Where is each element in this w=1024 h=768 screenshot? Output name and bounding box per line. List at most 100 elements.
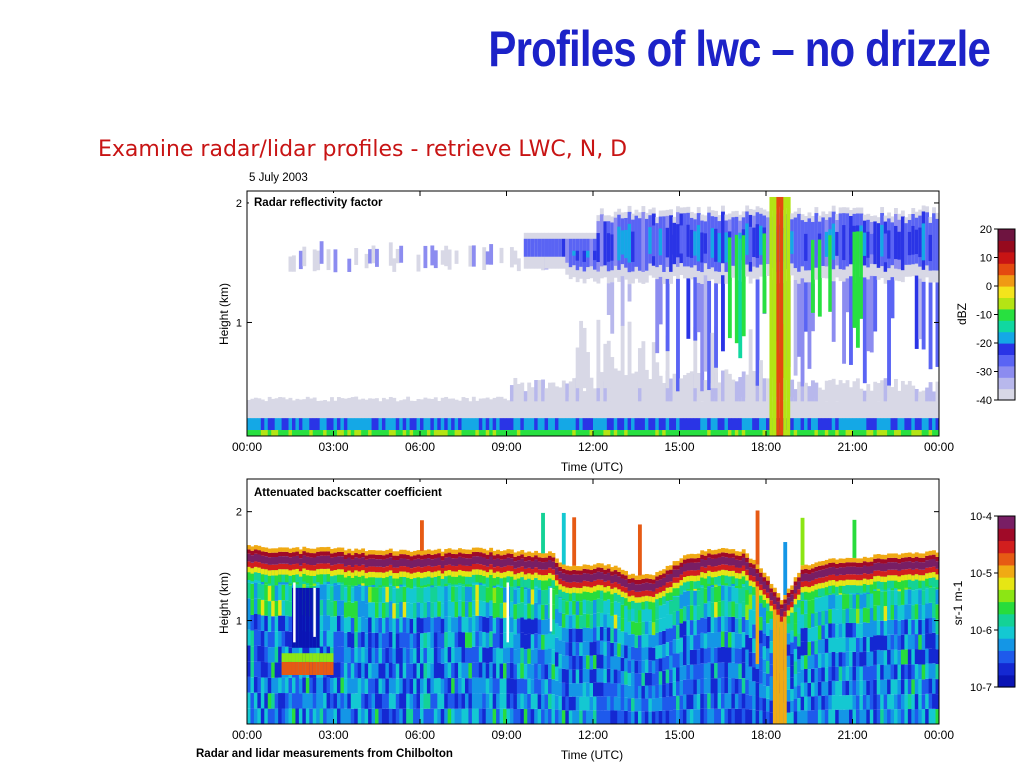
- radar-cell: [589, 430, 594, 436]
- lidar-cell: [797, 577, 801, 582]
- lidar-cell: [932, 678, 936, 694]
- radar-cell: [634, 430, 639, 436]
- radar-cell: [361, 430, 366, 436]
- lidar-cell: [904, 664, 909, 680]
- lidar-cell: [361, 708, 366, 724]
- lidar-cell: [689, 558, 694, 563]
- lidar-cell: [679, 562, 684, 567]
- lidar-cell: [804, 586, 808, 592]
- radar-cell: [897, 430, 902, 436]
- lidar-cell: [298, 661, 303, 675]
- lidar-cell: [395, 560, 400, 568]
- radar-cell: [727, 430, 732, 436]
- lidar-cell: [772, 604, 777, 610]
- radar-cell: [426, 398, 431, 419]
- radar-cell: [492, 430, 497, 436]
- lidar-cell: [253, 614, 258, 630]
- lidar-cell: [319, 615, 324, 631]
- lidar-cell: [880, 563, 885, 572]
- lidar-cell: [554, 562, 559, 568]
- lidar-cell: [634, 591, 639, 598]
- lidar-cell: [762, 633, 767, 647]
- lidar-cell: [627, 647, 632, 661]
- lidar-cell: [537, 589, 542, 605]
- lidar-cell: [721, 662, 725, 678]
- lidar-cell: [503, 577, 507, 586]
- lidar-cell: [651, 579, 656, 584]
- lidar-cell: [426, 678, 431, 694]
- lidar-cell: [274, 677, 279, 694]
- lidar-cell: [932, 559, 936, 567]
- radar-cell: [807, 418, 812, 431]
- lidar-cell: [842, 666, 846, 681]
- lidar-cell: [437, 708, 442, 724]
- lidar-cell: [395, 708, 400, 724]
- radar-cell: [717, 418, 722, 431]
- lidar-cell: [551, 649, 556, 665]
- lidar-cell: [361, 557, 366, 565]
- radar-cell: [824, 380, 829, 402]
- lidar-cell: [444, 662, 449, 679]
- lidar-cell: [755, 581, 760, 587]
- lidar-cell: [413, 559, 417, 568]
- radar-cell: [724, 400, 729, 419]
- radar-cell: [496, 396, 500, 419]
- lidar-cell: [797, 646, 801, 660]
- lidar-cell: [890, 709, 895, 724]
- lidar-cell: [523, 604, 528, 620]
- lidar-cell: [831, 637, 836, 653]
- lidar-cell: [575, 669, 580, 684]
- lidar-cell: [935, 619, 939, 635]
- lidar-cell: [762, 577, 767, 582]
- lidar-cell: [288, 601, 293, 617]
- lidar-cell: [620, 684, 625, 698]
- lidar-cell: [703, 555, 708, 561]
- lidar-cell: [672, 561, 677, 566]
- lidar-cell: [475, 662, 480, 678]
- lidar-cell: [471, 677, 476, 694]
- lidar-colorbar-swatch: [998, 601, 1015, 615]
- lidar-cell: [887, 649, 891, 665]
- lidar-cell: [880, 576, 885, 582]
- lidar-cell: [485, 663, 490, 679]
- radar-cell: [579, 430, 584, 436]
- lidar-cell: [548, 551, 552, 556]
- lidar-cell: [897, 694, 902, 710]
- lidar-cell: [606, 668, 611, 683]
- radar-cell: [845, 380, 850, 402]
- radar-cell: [433, 397, 438, 419]
- lidar-cell: [530, 604, 535, 620]
- lidar-cell: [554, 580, 559, 586]
- radar-cell: [907, 400, 912, 419]
- radar-cell: [766, 418, 770, 431]
- radar-cell: [783, 196, 788, 436]
- lidar-cell: [250, 562, 255, 569]
- lidar-cell: [921, 575, 926, 581]
- lidar-cell: [388, 662, 393, 678]
- lidar-cell: [485, 693, 490, 709]
- lidar-cell: [485, 708, 490, 724]
- radar-cell: [596, 319, 601, 389]
- radar-cell: [880, 380, 885, 402]
- radar-cell: [814, 398, 819, 419]
- lidar-cell: [381, 555, 386, 560]
- lidar-cell: [281, 574, 286, 583]
- lidar-cell: [464, 553, 469, 559]
- lidar-cell: [593, 564, 597, 569]
- radar-cell: [316, 400, 321, 419]
- lidar-cell: [253, 566, 258, 573]
- radar-cell: [862, 430, 867, 436]
- lidar-cell: [288, 616, 293, 632]
- lidar-cell: [423, 632, 428, 649]
- lidar-cell: [260, 630, 265, 647]
- radar-cell: [932, 430, 936, 436]
- radar-cell: [541, 379, 545, 402]
- lidar-cell: [399, 678, 404, 694]
- lidar-cell: [565, 655, 570, 670]
- lidar-cell: [478, 552, 483, 557]
- lidar-cell: [312, 677, 317, 694]
- lidar-cell: [817, 709, 822, 724]
- lidar-cell: [326, 555, 331, 564]
- radar-field: [247, 196, 939, 436]
- lidar-cell: [887, 562, 891, 570]
